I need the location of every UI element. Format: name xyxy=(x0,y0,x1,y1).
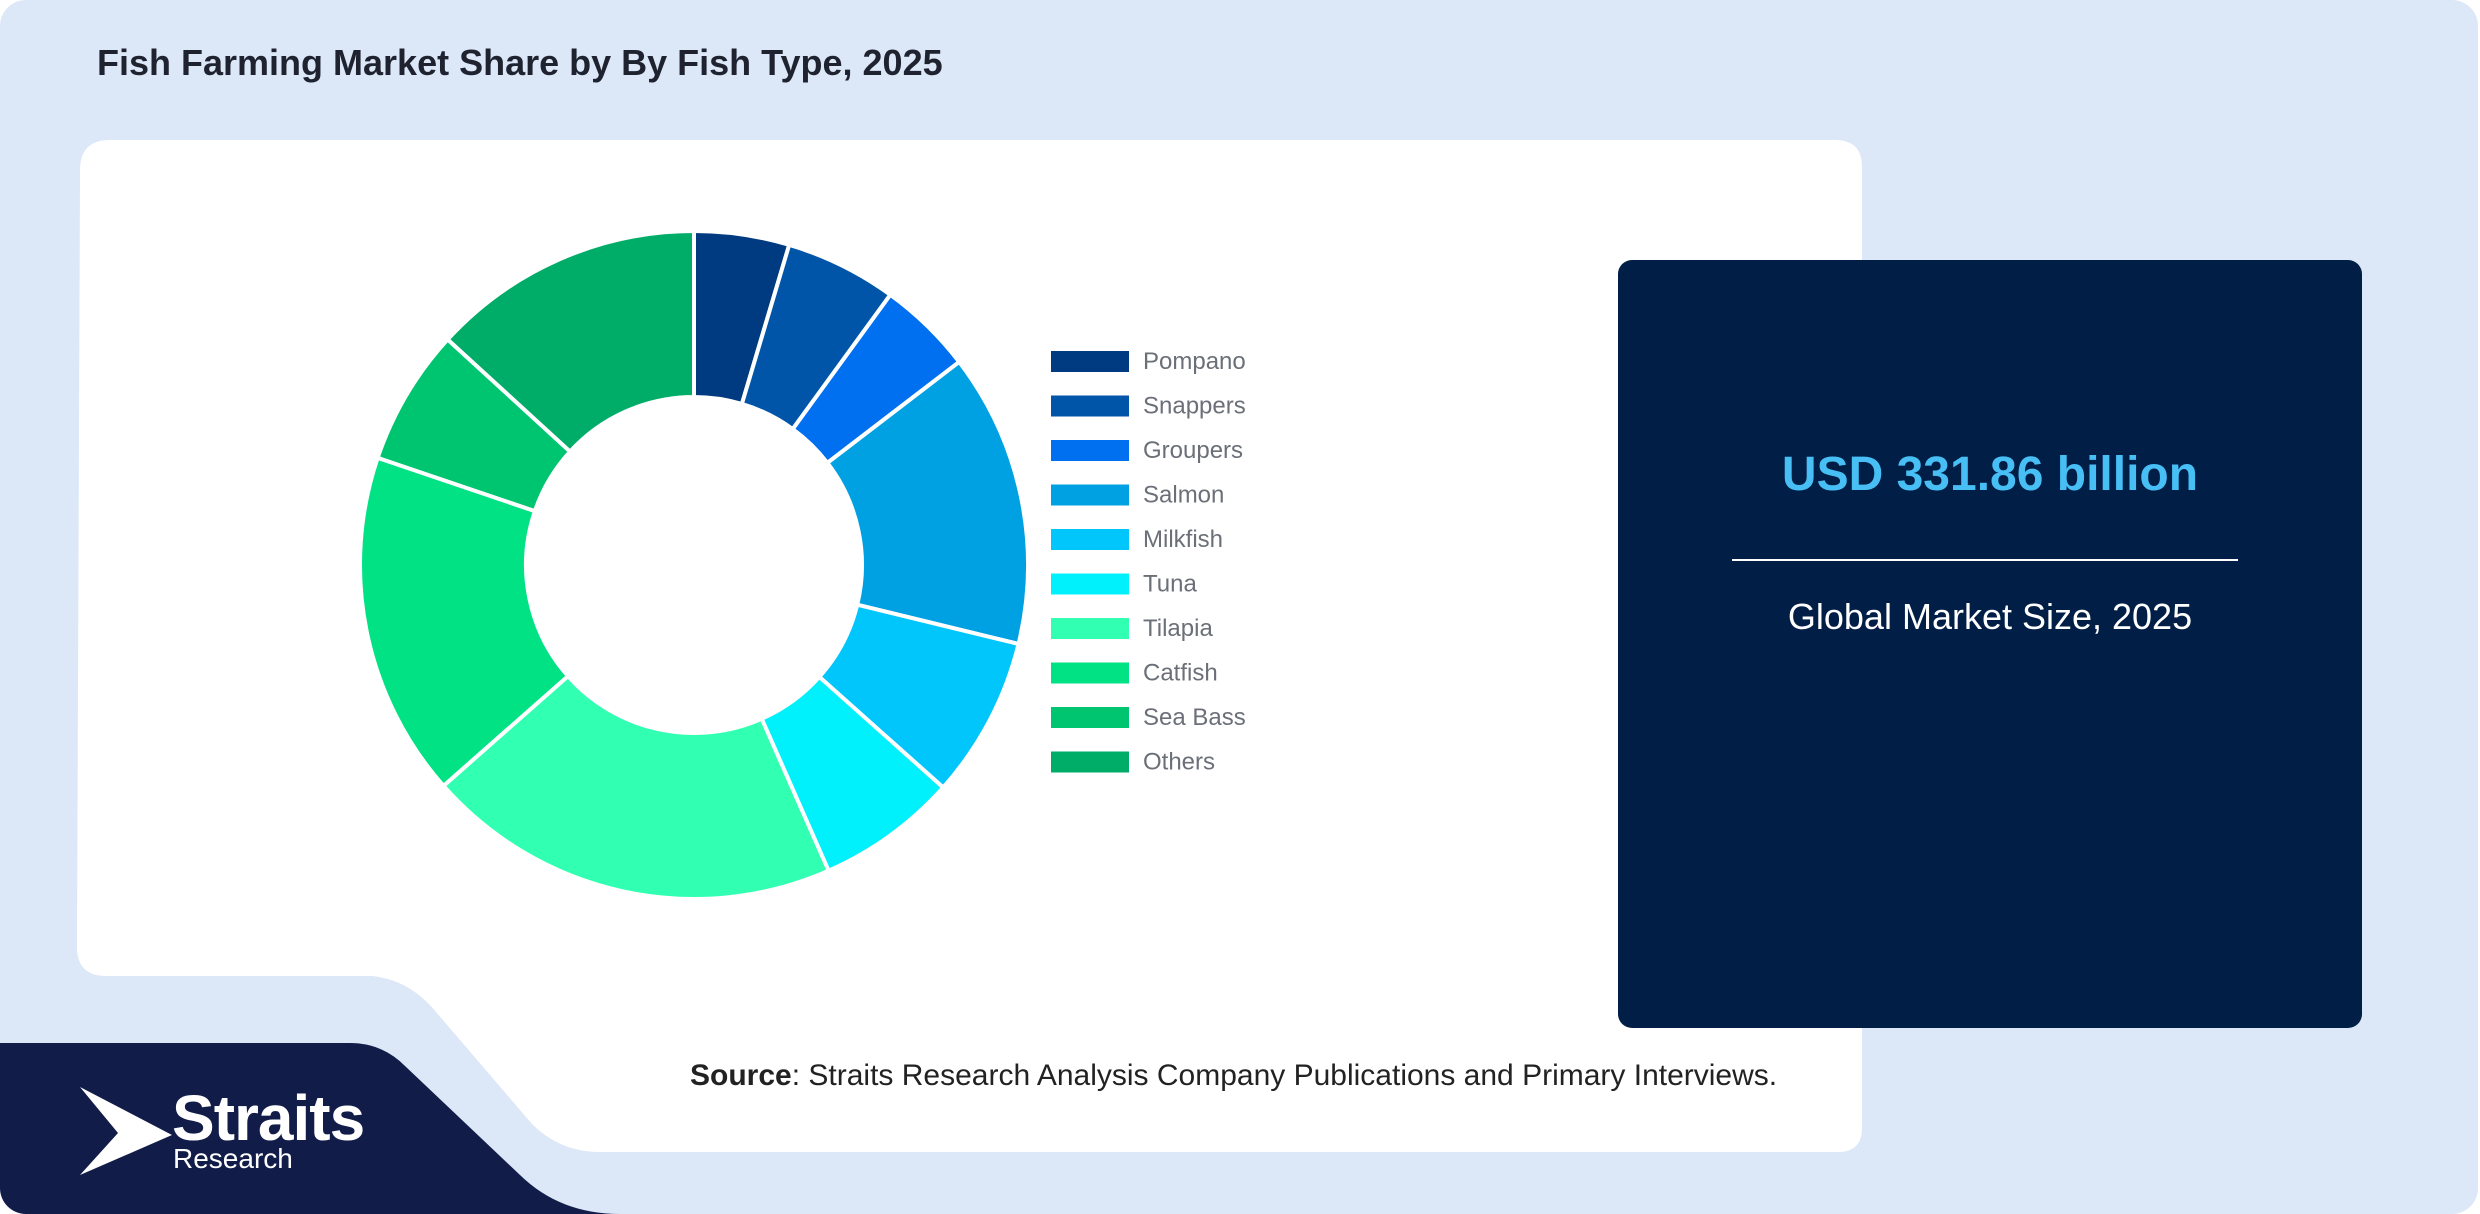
legend-label-milkfish: Milkfish xyxy=(1143,526,1223,553)
legend-label-others: Others xyxy=(1143,749,1215,776)
legend-swatch-groupers xyxy=(1051,440,1129,461)
source-note: Source: Straits Research Analysis Compan… xyxy=(690,1059,1777,1093)
legend-label-tilapia: Tilapia xyxy=(1143,615,1213,642)
legend-label-salmon: Salmon xyxy=(1143,482,1224,509)
legend-label-catfish: Catfish xyxy=(1143,660,1218,687)
logo-band xyxy=(0,1043,620,1214)
legend-swatch-milkfish xyxy=(1051,529,1129,550)
market-size-label: Global Market Size, 2025 xyxy=(1787,596,2193,637)
legend-label-sea-bass: Sea Bass xyxy=(1143,704,1246,731)
legend-swatch-snappers xyxy=(1051,395,1129,417)
slice-others xyxy=(444,228,696,455)
stat-divider xyxy=(1732,559,2238,561)
legend-swatch-pompano xyxy=(1051,351,1129,372)
logo-arrow-icon xyxy=(80,1087,172,1175)
legend-label-snappers: Snappers xyxy=(1143,393,1246,420)
legend-swatch-salmon xyxy=(1051,484,1129,506)
legend-swatch-sea-bass xyxy=(1051,707,1129,728)
legend-swatch-tilapia xyxy=(1051,618,1129,639)
slice-tilapia xyxy=(440,673,832,901)
source-text: : Straits Research Analysis Company Publ… xyxy=(791,1059,1778,1092)
legend-swatch-others xyxy=(1051,751,1129,773)
chart-legend: Pompano Snappers Groupers Salmon Milkfish Tun… xyxy=(1051,348,1246,776)
market-size-value: USD 331.86 billion xyxy=(1781,448,2199,501)
legend-label-pompano: Pompano xyxy=(1143,348,1246,375)
logo-subtitle: Research xyxy=(173,1143,293,1174)
legend-label-tuna: Tuna xyxy=(1143,571,1197,598)
slice-salmon xyxy=(824,359,1030,647)
slice-catfish xyxy=(358,455,571,789)
page-title: Fish Farming Market Share by By Fish Typ… xyxy=(97,42,943,83)
donut-slices xyxy=(358,228,1030,901)
logo-name: Straits xyxy=(172,1082,365,1154)
source-prefix: Source xyxy=(690,1059,792,1092)
legend-swatch-catfish xyxy=(1051,662,1129,684)
legend-swatch-tuna xyxy=(1051,573,1129,595)
market-size-box: USD 331.86 billion xyxy=(1618,260,2362,1028)
legend-label-groupers: Groupers xyxy=(1143,437,1243,464)
